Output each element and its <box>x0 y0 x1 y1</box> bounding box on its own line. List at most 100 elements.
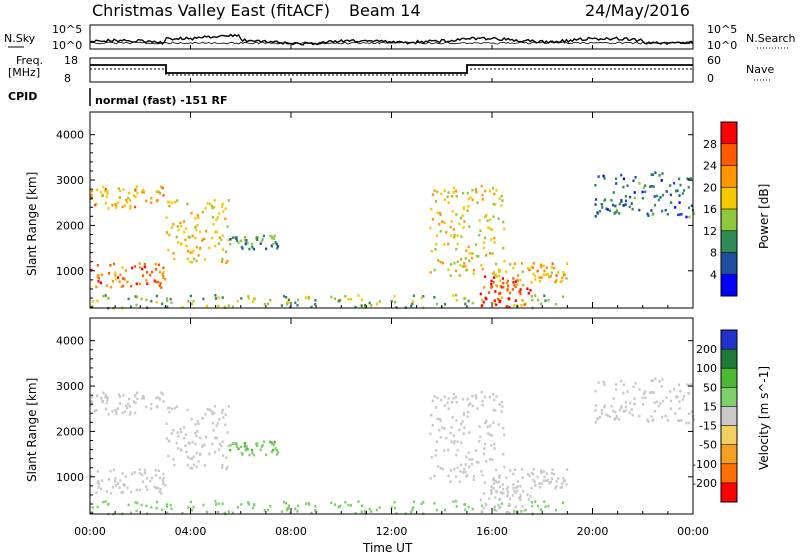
echo-cell <box>119 273 122 276</box>
echo-cell <box>121 266 124 269</box>
echo-cell <box>492 202 495 206</box>
echo-cell <box>227 405 230 408</box>
echo-cell <box>652 391 655 394</box>
echo-cell <box>272 237 275 241</box>
velocity-colorbar-segment <box>721 406 737 427</box>
x-tick-label: 16:00 <box>476 525 508 538</box>
velocity-colorbar-segment <box>721 368 737 388</box>
echo-cell <box>269 298 272 302</box>
echo-cell <box>102 185 105 189</box>
echo-cell <box>644 184 647 187</box>
echo-cell <box>138 282 142 286</box>
echo-cell <box>526 473 530 476</box>
echo-cell <box>91 506 94 509</box>
echo-cell <box>199 436 202 439</box>
echo-cell <box>495 283 498 287</box>
echo-cell <box>472 478 475 481</box>
echo-cell <box>488 189 491 193</box>
echo-cell <box>451 194 454 198</box>
echo-cell <box>513 489 516 493</box>
echo-cell <box>205 304 208 308</box>
echo-cell <box>134 195 137 199</box>
echo-cell <box>131 266 134 270</box>
echo-cell <box>665 396 668 399</box>
echo-cell <box>162 482 165 485</box>
echo-cell <box>174 406 177 410</box>
echo-cell <box>122 284 125 288</box>
echo-cell <box>253 503 256 506</box>
echo-cell <box>231 305 234 309</box>
echo-cell <box>225 250 228 254</box>
echo-cell <box>115 204 118 208</box>
echo-cell <box>435 508 438 512</box>
echo-cell <box>357 500 360 503</box>
echo-cell <box>509 263 512 266</box>
echo-cell <box>142 396 145 400</box>
nsky-label: N.Sky <box>4 32 36 45</box>
echo-cell <box>183 230 186 234</box>
echo-cell <box>123 204 126 207</box>
echo-cell <box>459 257 463 261</box>
echo-cell <box>549 480 552 484</box>
echo-cell <box>620 405 623 408</box>
echo-cell <box>194 423 197 426</box>
echo-cell <box>411 302 414 306</box>
power-colorbar-segment <box>721 165 737 188</box>
echo-cell <box>422 295 425 298</box>
echo-cell <box>519 292 522 296</box>
echo-cell <box>185 244 188 248</box>
echo-cell <box>184 238 187 242</box>
echo-cell <box>138 468 141 471</box>
echo-cell <box>118 189 122 192</box>
echo-cell <box>123 484 126 487</box>
echo-cell <box>220 444 223 448</box>
echo-cell <box>160 391 163 395</box>
echo-cell <box>141 274 145 277</box>
echo-cell <box>96 299 99 303</box>
echo-cell <box>646 418 649 422</box>
echo-cell <box>199 246 202 250</box>
echo-cell <box>211 236 214 240</box>
echo-cell <box>271 442 274 446</box>
echo-cell <box>162 472 165 476</box>
echo-cell <box>597 381 600 384</box>
echo-cell <box>162 276 165 279</box>
x-tick-label: 08:00 <box>275 525 307 538</box>
echo-cell <box>150 270 154 274</box>
echo-cell <box>393 501 396 504</box>
echo-cell <box>532 478 535 482</box>
echo-cell <box>233 442 236 445</box>
echo-cell <box>443 302 446 306</box>
echo-cell <box>111 280 114 283</box>
echo-cell <box>195 259 198 263</box>
echo-cell <box>285 508 289 512</box>
echo-cell <box>654 377 657 380</box>
echo-cell <box>669 184 672 187</box>
echo-cell <box>603 404 607 407</box>
echo-cell <box>449 480 452 483</box>
echo-cell <box>256 238 259 242</box>
echo-cell <box>476 407 479 410</box>
echo-cell <box>96 481 99 484</box>
echo-cell <box>493 192 496 196</box>
echo-cell <box>519 494 522 497</box>
echo-cell <box>235 445 238 448</box>
echo-cell <box>143 265 146 269</box>
echo-cell <box>134 401 137 405</box>
power-echo-layer <box>90 171 695 310</box>
echo-cell <box>189 294 192 298</box>
echo-cell <box>475 254 478 258</box>
echo-cell <box>202 443 205 447</box>
echo-cell <box>638 182 641 185</box>
echo-cell <box>555 485 558 488</box>
echo-cell <box>139 472 142 475</box>
echo-cell <box>500 285 503 289</box>
echo-cell <box>545 273 548 276</box>
echo-cell <box>597 175 600 178</box>
echo-cell <box>150 505 153 509</box>
echo-cell <box>614 383 618 386</box>
echo-cell <box>490 279 493 283</box>
echo-cell <box>205 510 208 514</box>
echo-cell <box>634 176 637 179</box>
echo-cell <box>495 189 498 192</box>
